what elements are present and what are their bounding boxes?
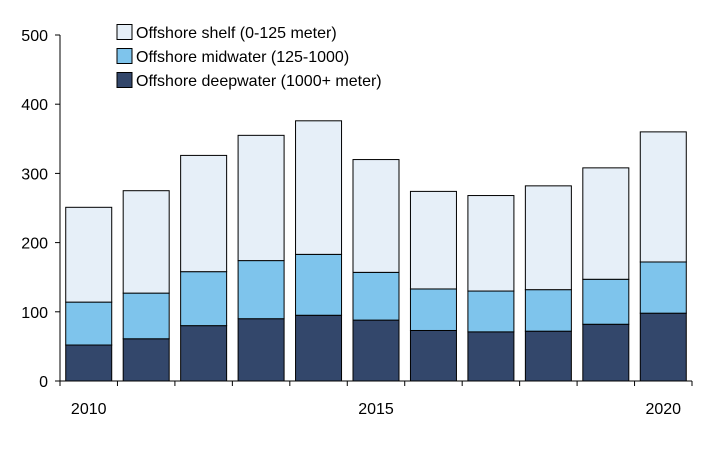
bar-segment-deepwater-2013 [237, 318, 285, 382]
bar-segment-shelf-2014 [295, 120, 343, 255]
bar-segment-shelf-2020 [639, 131, 687, 263]
bar-segment-deepwater-2014 [295, 314, 343, 382]
bar-segment-deepwater-2011 [122, 338, 170, 382]
bar-segment-deepwater-2012 [180, 325, 228, 382]
bar-segment-midwater-2012 [180, 271, 228, 327]
bar-segment-shelf-2016 [409, 190, 457, 290]
bar-segment-midwater-2019 [582, 278, 630, 325]
bar-segment-shelf-2017 [467, 195, 515, 292]
y-axis: 0 100 200 300 400 500 [21, 28, 61, 391]
legend-label: Offshore deepwater (1000+ meter) [136, 73, 382, 90]
bar-segment-shelf-2015 [352, 159, 400, 273]
bar-segment-shelf-2019 [582, 167, 630, 280]
bar-segment-deepwater-2017 [467, 331, 515, 382]
bar-segment-midwater-2013 [237, 260, 285, 320]
bar-segment-midwater-2017 [467, 290, 515, 333]
bar-segment-shelf-2011 [122, 190, 170, 294]
legend-label: Offshore shelf (0-125 meter) [136, 25, 337, 42]
bar-segment-midwater-2015 [352, 271, 400, 321]
y-tick-label: 300 [21, 166, 48, 183]
x-tick-label: 2010 [71, 401, 107, 418]
legend-swatch [116, 72, 133, 88]
y-tick-label: 100 [21, 305, 48, 322]
bar-segment-midwater-2016 [409, 288, 457, 331]
bar-segment-deepwater-2015 [352, 319, 400, 382]
bar-segment-shelf-2010 [65, 206, 113, 303]
x-tick-label: 2015 [358, 401, 394, 418]
bar-segment-shelf-2012 [180, 154, 228, 273]
bar-segment-shelf-2013 [237, 134, 285, 262]
bar-segment-deepwater-2019 [582, 323, 630, 382]
bar-segment-shelf-2018 [524, 185, 572, 291]
bar-segment-deepwater-2010 [65, 344, 113, 382]
y-tick-label: 500 [21, 28, 48, 45]
bar-segment-deepwater-2018 [524, 330, 572, 382]
bars [65, 120, 687, 382]
bar-segment-midwater-2020 [639, 261, 687, 314]
x-axis: 2010 2015 2020 [59, 380, 693, 418]
y-tick-label: 400 [21, 97, 48, 114]
legend-swatch [116, 24, 133, 40]
legend-swatch [116, 48, 133, 64]
bar-segment-midwater-2010 [65, 301, 113, 346]
y-tick-label: 200 [21, 236, 48, 253]
legend-label: Offshore midwater (125-1000) [136, 49, 349, 66]
x-tick-label: 2020 [645, 401, 681, 418]
bar-segment-midwater-2011 [122, 292, 170, 340]
y-tick-label: 0 [39, 374, 48, 391]
bar-segment-midwater-2014 [295, 253, 343, 316]
bar-segment-midwater-2018 [524, 289, 572, 332]
bar-segment-deepwater-2020 [639, 312, 687, 382]
legend: Offshore shelf (0-125 meter) Offshore mid… [116, 24, 382, 90]
bar-segment-deepwater-2016 [409, 329, 457, 382]
